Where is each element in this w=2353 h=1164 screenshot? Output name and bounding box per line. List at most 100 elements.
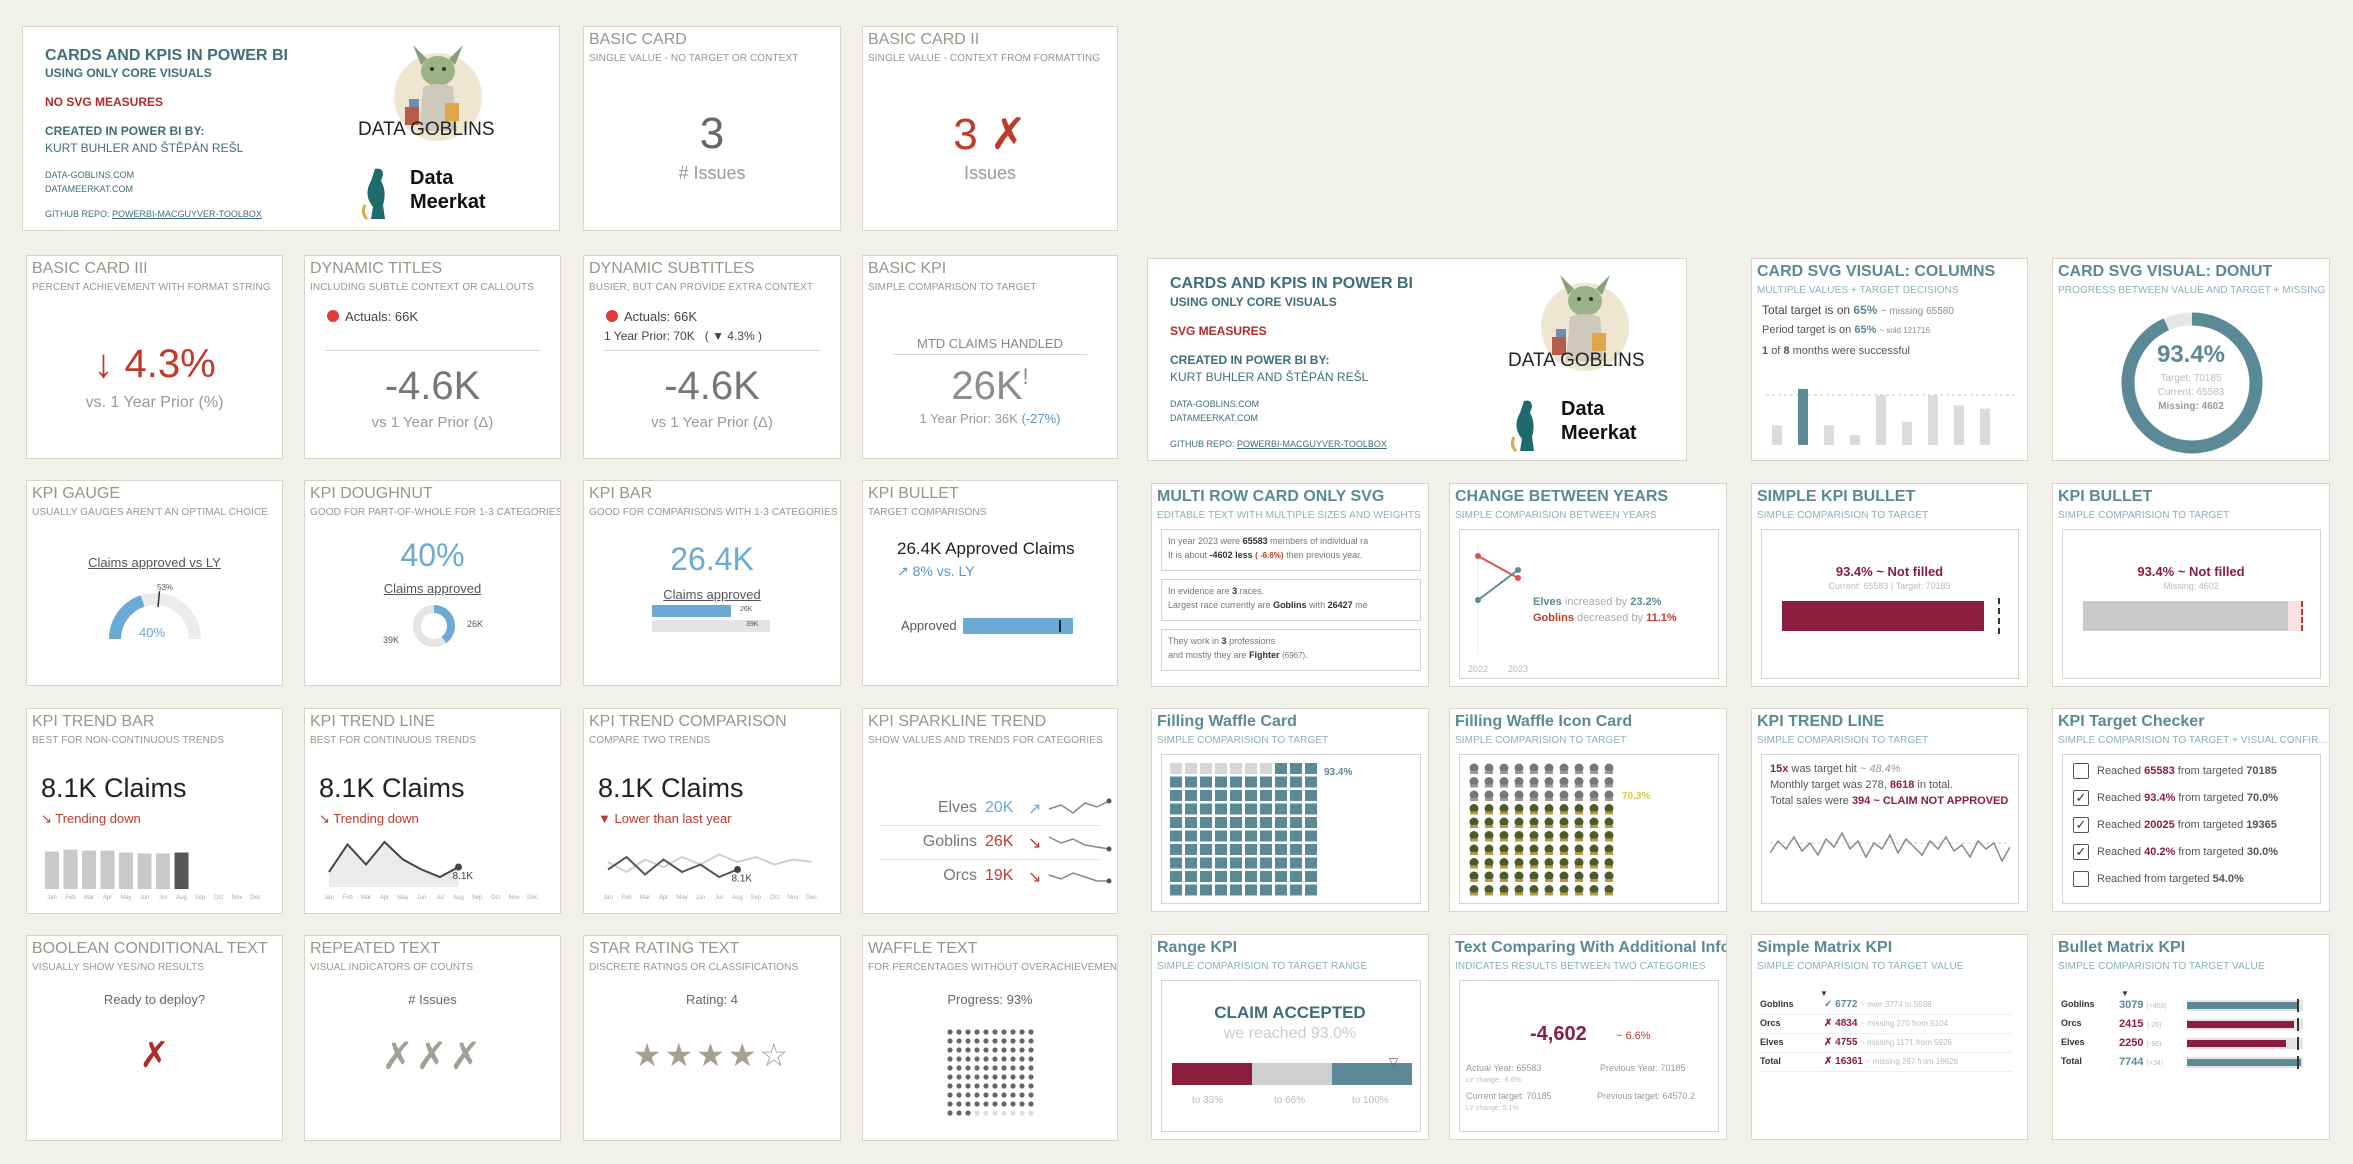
waffle-square bbox=[1200, 871, 1212, 882]
card-subtitle: VISUALLY SHOW YES/NO RESULTS bbox=[32, 962, 205, 973]
waffle-dot bbox=[1010, 1038, 1016, 1044]
waffle-square bbox=[1215, 884, 1227, 896]
goblin-icon-body bbox=[1485, 865, 1493, 869]
info-link-meerkat[interactable]: DATAMEERKAT.COM bbox=[1170, 413, 1259, 423]
goblin-icon bbox=[1544, 763, 1554, 774]
year-2: 2023 bbox=[1508, 664, 1529, 674]
goblin-icon-head bbox=[1469, 871, 1479, 881]
waffle-square bbox=[1245, 776, 1257, 788]
waffle-square bbox=[1170, 884, 1182, 896]
info-link-goblins[interactable]: DATA-GOBLINS.COM bbox=[1170, 399, 1260, 409]
goblin-icon bbox=[1589, 885, 1599, 896]
goblin-icon bbox=[1529, 763, 1539, 774]
goblin-icon bbox=[1574, 871, 1584, 882]
t: 8618 bbox=[1889, 779, 1915, 791]
divider bbox=[325, 350, 540, 351]
waffle-square bbox=[1260, 844, 1272, 855]
checkbox-checked-icon[interactable]: ✓ bbox=[2073, 817, 2089, 833]
goblin-icon-head bbox=[1559, 777, 1569, 786]
month-label: Nov bbox=[509, 895, 520, 901]
prior-text: 1 Year Prior: 70K ( ▼ 4.3% ) bbox=[604, 329, 762, 343]
waffle-square bbox=[1170, 763, 1182, 774]
bullet-bar bbox=[2187, 1040, 2286, 1047]
goblin-icon-head bbox=[1514, 885, 1524, 894]
goblin-icon-head bbox=[1589, 885, 1599, 894]
goblin-icon-head bbox=[1529, 804, 1539, 813]
goblin-icon bbox=[1559, 831, 1569, 842]
t: Reached bbox=[2097, 792, 2142, 804]
row-divider bbox=[881, 859, 1099, 860]
card-title: REPEATED TEXT bbox=[310, 940, 441, 957]
goblin-icon-body bbox=[1515, 865, 1523, 869]
checkbox-checked-icon[interactable]: ✓ bbox=[2073, 790, 2089, 806]
goblin-icon-head bbox=[1544, 858, 1554, 867]
month-label: Jul bbox=[436, 895, 444, 901]
card-title: KPI BULLET bbox=[868, 485, 959, 502]
goblin-icon-head bbox=[1559, 844, 1569, 854]
waffle-square bbox=[1275, 763, 1287, 774]
waffle-dot bbox=[1028, 1092, 1034, 1098]
goblin-icon-body bbox=[1590, 852, 1598, 855]
t: (-96) bbox=[2146, 1041, 2162, 1048]
waffle-square bbox=[1290, 817, 1302, 828]
waffle-square bbox=[1245, 857, 1257, 869]
goblin-icon bbox=[1574, 885, 1584, 896]
goblin-icon-head bbox=[1589, 817, 1599, 827]
goblin-icon bbox=[1529, 831, 1539, 842]
goblin-icon-head bbox=[1529, 777, 1539, 786]
checkbox-empty-icon[interactable] bbox=[2073, 763, 2089, 779]
card-subtitle: GOOD FOR COMPARISONS WITH 1-3 CATEGORIES bbox=[589, 507, 838, 518]
goblin-icon-head bbox=[1499, 858, 1509, 867]
goblin-icon-body bbox=[1485, 852, 1493, 855]
check-icon: ✓ bbox=[1824, 999, 1836, 1010]
waffle-dot bbox=[947, 1074, 953, 1080]
goblin-icon bbox=[1544, 858, 1554, 869]
goblin-icon-body bbox=[1470, 865, 1478, 869]
card-title: KPI TREND LINE bbox=[310, 713, 436, 730]
sparkline-value: 26K bbox=[985, 833, 1014, 850]
info-link-meerkat[interactable]: DATAMEERKAT.COM bbox=[45, 184, 134, 194]
waffle-square bbox=[1275, 803, 1287, 815]
repo-link[interactable]: POWERBI-MACGUYVER-TOOLBOX bbox=[112, 209, 262, 219]
goblin-icon-body bbox=[1575, 865, 1583, 869]
trend-value: 8.1K Claims bbox=[598, 773, 744, 803]
goblin-icon bbox=[1484, 777, 1494, 788]
gauge-chart bbox=[109, 591, 201, 640]
waffle-square bbox=[1260, 817, 1272, 828]
goblin-icon-head bbox=[1529, 871, 1539, 881]
goblin-icon bbox=[1574, 844, 1584, 855]
goblin-icon-body bbox=[1605, 798, 1613, 801]
repo-link[interactable]: POWERBI-MACGUYVER-TOOLBOX bbox=[1237, 439, 1387, 449]
rating-label: Rating: 4 bbox=[685, 992, 739, 1007]
l1c: ~ missing 65580 bbox=[1880, 306, 1954, 317]
card-label: Issues bbox=[963, 163, 1017, 183]
goblin-icon-head bbox=[1574, 871, 1584, 881]
checkbox-checked-icon[interactable]: ✓ bbox=[2073, 844, 2089, 860]
card-title: KPI GAUGE bbox=[32, 485, 121, 502]
card-title: DYNAMIC TITLES bbox=[310, 260, 443, 277]
goblin-icon-head bbox=[1514, 831, 1524, 840]
bullet-bar bbox=[2187, 1002, 2297, 1009]
goblin-icon-head bbox=[1604, 871, 1614, 881]
goblin-icon-head bbox=[1469, 763, 1479, 773]
waffle-icon-value: 70.3% bbox=[1622, 791, 1651, 802]
checkbox-empty-icon[interactable] bbox=[2073, 871, 2089, 887]
goblin-icon-head bbox=[1604, 804, 1614, 813]
goblin-icon bbox=[1514, 790, 1524, 801]
waffle-dot bbox=[1010, 1029, 1016, 1035]
goblin-icon-body bbox=[1590, 798, 1598, 801]
goblin-icon-body bbox=[1485, 811, 1493, 815]
waffle-card: Filling Waffle Card SIMPLE COMPARISION T… bbox=[1151, 708, 1429, 912]
previous-year: Previous Year: 70185 bbox=[1600, 1063, 1686, 1073]
goblin-icon-body bbox=[1470, 811, 1478, 815]
card-value: 3 bbox=[699, 109, 725, 158]
waffle-square bbox=[1185, 884, 1197, 896]
info-link-goblins[interactable]: DATA-GOBLINS.COM bbox=[45, 170, 135, 180]
multi-row-block-2: In evidence are 3 races. Largest race cu… bbox=[1161, 579, 1421, 621]
trend-area bbox=[329, 842, 459, 887]
card-title: Text Comparing With Additional Info bbox=[1455, 939, 1727, 956]
t: then previous year. bbox=[1286, 550, 1363, 560]
sparkline-chart bbox=[1048, 872, 1112, 884]
goblin-icon-head bbox=[1544, 777, 1554, 786]
waffle-dot bbox=[1010, 1065, 1016, 1071]
